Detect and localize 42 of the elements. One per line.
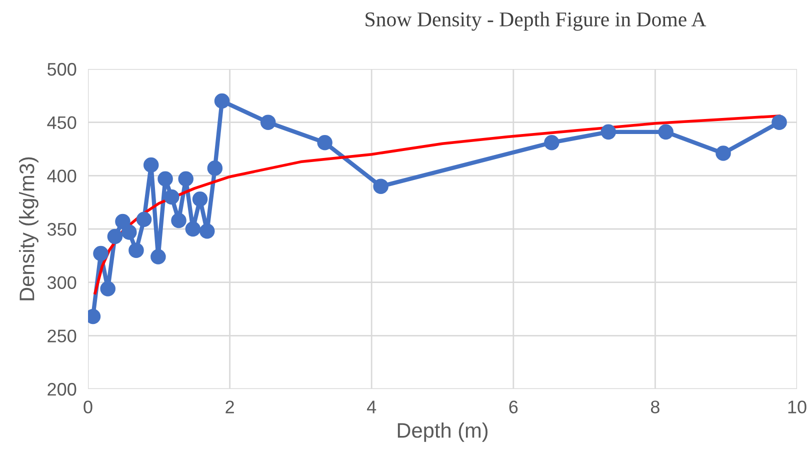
y-tick-label: 400: [47, 170, 76, 182]
x-tick-label: 4: [366, 400, 376, 414]
point: [164, 189, 180, 205]
point: [171, 212, 186, 228]
y-tick-label: 250: [48, 330, 76, 342]
point: [107, 228, 123, 244]
point: [207, 160, 223, 176]
point: [260, 114, 276, 130]
point: [158, 171, 173, 187]
point: [115, 214, 130, 230]
point: [317, 134, 332, 150]
point: [716, 146, 731, 161]
x-tick-label: 0: [84, 400, 92, 414]
point: [214, 93, 230, 109]
point: [373, 178, 388, 194]
point: [185, 221, 201, 237]
point: [143, 157, 159, 173]
x-tick-label: 10: [788, 400, 806, 414]
y-tick-label: 450: [47, 116, 76, 130]
point: [658, 124, 674, 140]
point: [121, 224, 137, 240]
y-tick-label: 500: [47, 62, 76, 76]
x-axis-title: Depth (m): [398, 422, 488, 442]
point: [544, 134, 560, 150]
point: [772, 114, 787, 130]
point: [128, 242, 144, 258]
x-tick-label: 8: [650, 400, 660, 414]
point: [100, 281, 116, 296]
point: [199, 223, 215, 239]
point: [136, 212, 152, 228]
point: [600, 124, 616, 140]
y-tick-label: 350: [47, 222, 76, 236]
x-tick-label: 2: [226, 400, 234, 414]
chart-title: Snow Density - Depth Figure in Dome A: [366, 12, 706, 31]
y-tick-label: 200: [48, 382, 76, 396]
point: [178, 171, 194, 187]
point: [192, 191, 208, 207]
point: [93, 246, 108, 262]
x-tick-label: 6: [509, 400, 518, 414]
point: [150, 249, 166, 264]
y-axis-title: Density (kg/m3): [19, 157, 38, 300]
y-tick-label: 300: [47, 276, 76, 290]
